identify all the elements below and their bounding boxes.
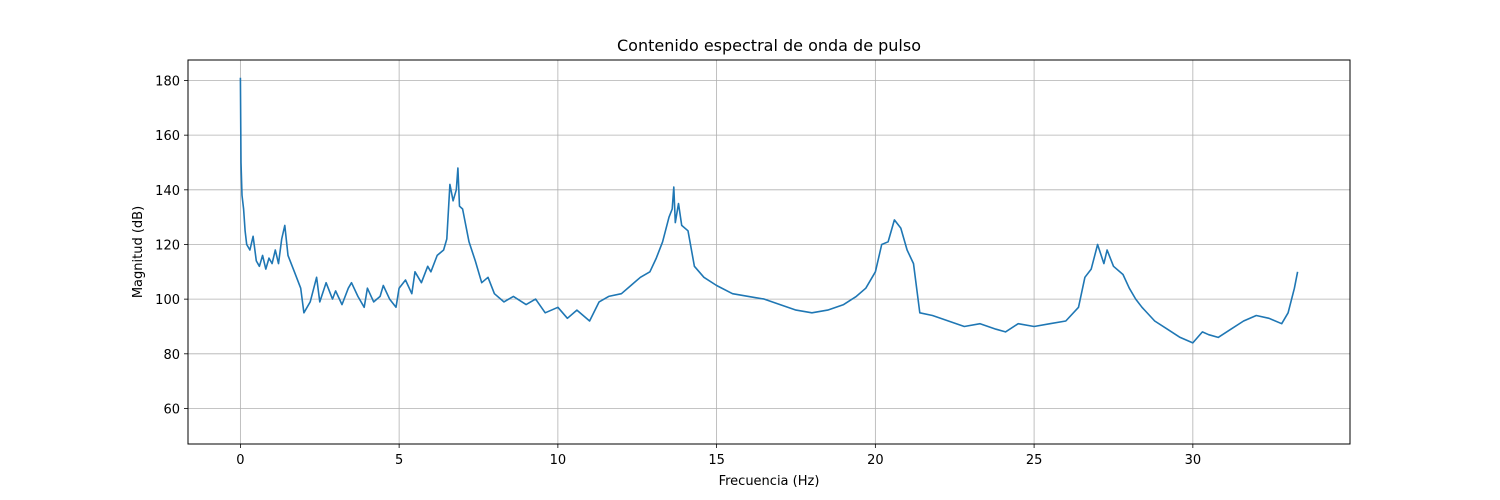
spectrum-series-line bbox=[239, 77, 1299, 344]
x-tick-label: 25 bbox=[1026, 453, 1043, 468]
x-tick-label: 20 bbox=[867, 453, 884, 468]
y-tick-label: 180 bbox=[155, 74, 180, 89]
x-tick-label: 10 bbox=[550, 453, 567, 468]
y-tick-label: 80 bbox=[163, 348, 180, 363]
grid-lines bbox=[188, 60, 1350, 444]
chart-title: Contenido espectral de onda de pulso bbox=[617, 36, 921, 55]
x-tick-label: 30 bbox=[1185, 453, 1202, 468]
y-axis-label: Magnitud (dB) bbox=[131, 206, 146, 298]
x-tick-label: 15 bbox=[708, 453, 725, 468]
ticks: 0 5 10 15 20 25 30 60 80 100 120 140 160 180 bbox=[155, 74, 1201, 468]
x-tick-label: 0 bbox=[236, 453, 244, 468]
y-tick-label: 60 bbox=[163, 402, 180, 417]
plot-area bbox=[239, 77, 1299, 344]
x-axis-label: Frecuencia (Hz) bbox=[719, 474, 820, 489]
y-tick-label: 160 bbox=[155, 129, 180, 144]
y-tick-label: 120 bbox=[155, 238, 180, 253]
x-tick-label: 5 bbox=[395, 453, 403, 468]
y-tick-label: 100 bbox=[155, 293, 180, 308]
y-tick-label: 140 bbox=[155, 184, 180, 199]
axes-frame bbox=[187, 59, 1351, 445]
